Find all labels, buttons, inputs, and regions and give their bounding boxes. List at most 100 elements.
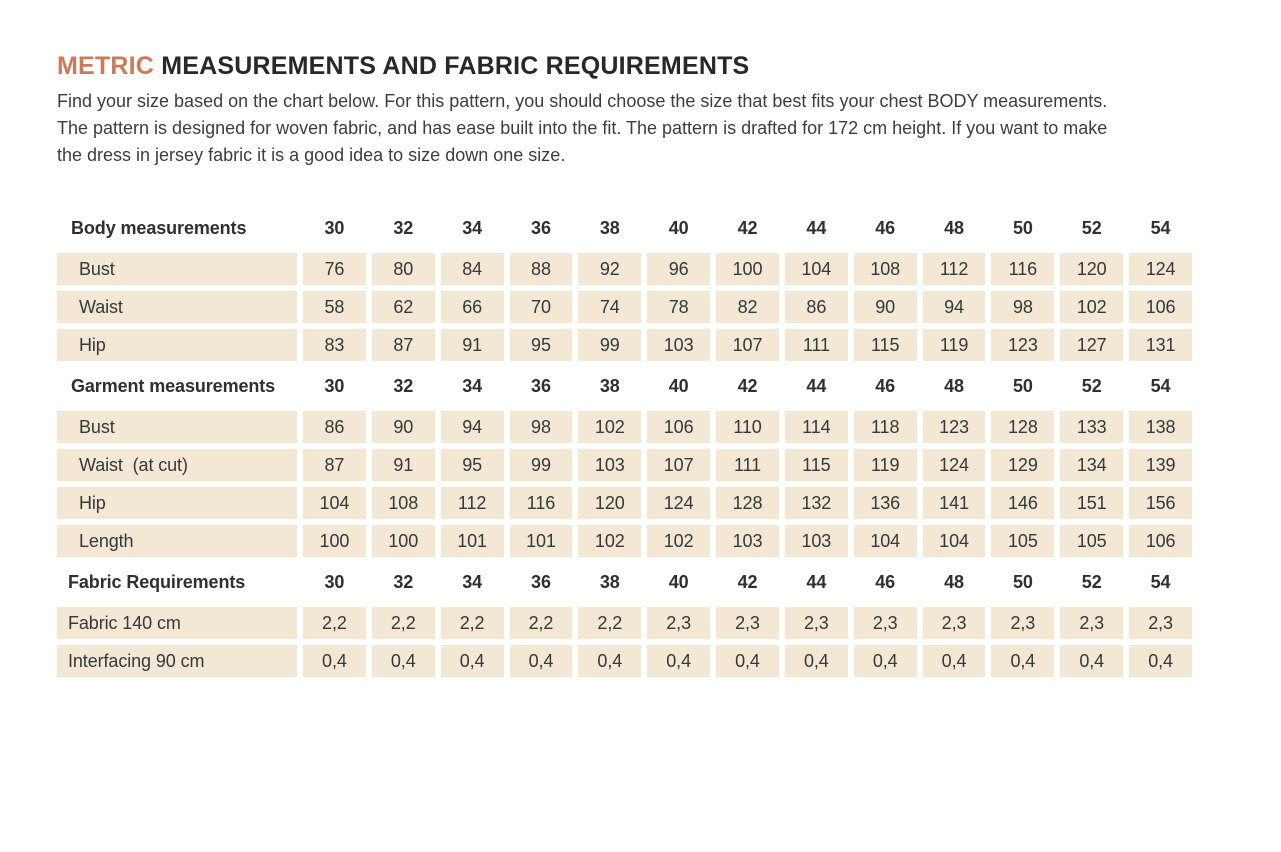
- size-header: 38: [599, 571, 620, 592]
- size-header: 34: [462, 375, 483, 396]
- section-header-row: Body measurements 30 32 34 36 38 40 42 44 46 48 50 5…: [57, 209, 1192, 247]
- size-header: 30: [324, 375, 345, 396]
- value-cell: 80: [371, 253, 435, 285]
- value-cell: 94: [922, 291, 986, 323]
- size-header: 48: [944, 217, 964, 238]
- value-cell: 2,3: [716, 607, 779, 639]
- size-header: 46: [875, 571, 896, 592]
- value-cell: 100: [371, 525, 435, 557]
- table-row: Bust 86 90 94 98 102 106 110 114 118 123 128 133 138: [57, 411, 1192, 443]
- page-title: METRIC MEASUREMENTS AND FABRIC REQUIREME…: [57, 52, 1281, 81]
- value-cell: 146: [991, 487, 1055, 519]
- value-cell: 124: [922, 449, 986, 481]
- value-cell: 106: [1129, 291, 1192, 323]
- value-cell: 98: [991, 291, 1055, 323]
- page-title-rest: MEASUREMENTS AND FABRIC REQUIREMENTS: [161, 52, 750, 80]
- value-cell: 95: [440, 449, 504, 481]
- value-cell: 106: [1129, 525, 1192, 557]
- size-header: 36: [531, 217, 551, 238]
- value-cell: 136: [853, 487, 917, 519]
- value-cell: 0,4: [303, 645, 366, 677]
- value-cell: 92: [578, 253, 642, 285]
- size-header: 32: [393, 217, 414, 238]
- value-cell: 116: [991, 253, 1055, 285]
- value-cell: 2,3: [991, 607, 1055, 639]
- intro-paragraph: Find your size based on the chart below.…: [57, 88, 1281, 169]
- value-cell: 86: [303, 411, 366, 443]
- section-header-label: Body measurements: [71, 217, 247, 238]
- table-row: Bust 76 80 84 88 92 96 100 104 108 112 116 120 124: [57, 253, 1192, 285]
- value-cell: 91: [440, 329, 504, 361]
- row-label: Waist (at cut): [57, 449, 297, 481]
- value-cell: 116: [509, 487, 573, 519]
- value-cell: 0,4: [922, 645, 986, 677]
- value-cell: 87: [303, 449, 366, 481]
- size-header: 46: [875, 375, 896, 396]
- size-header: 30: [324, 571, 345, 592]
- size-header: 42: [737, 217, 758, 238]
- table-row: Length 100 100 101 101 102 102 103 103 104 104 105 1…: [57, 525, 1192, 557]
- size-header: 54: [1150, 571, 1171, 592]
- value-cell: 120: [578, 487, 642, 519]
- value-cell: 94: [440, 411, 504, 443]
- value-cell: 128: [716, 487, 779, 519]
- size-header: 32: [393, 375, 414, 396]
- value-cell: 78: [647, 291, 711, 323]
- value-cell: 141: [922, 487, 986, 519]
- size-header: 46: [875, 217, 896, 238]
- value-cell: 120: [1060, 253, 1124, 285]
- size-header: 40: [668, 571, 689, 592]
- size-header: 40: [668, 217, 689, 238]
- value-cell: 102: [578, 411, 642, 443]
- size-header: 36: [531, 375, 551, 396]
- value-cell: 105: [991, 525, 1055, 557]
- value-cell: 2,2: [440, 607, 504, 639]
- value-cell: 2,3: [853, 607, 917, 639]
- value-cell: 110: [716, 411, 779, 443]
- value-cell: 0,4: [1060, 645, 1124, 677]
- value-cell: 2,2: [509, 607, 573, 639]
- row-label: Interfacing 90 cm: [57, 645, 297, 677]
- value-cell: 99: [578, 329, 642, 361]
- page-title-accent: METRIC: [57, 52, 155, 80]
- size-header: 38: [599, 375, 620, 396]
- size-header: 44: [806, 217, 827, 238]
- value-cell: 115: [784, 449, 848, 481]
- size-header: 38: [599, 217, 620, 238]
- value-cell: 0,4: [509, 645, 573, 677]
- value-cell: 151: [1060, 487, 1124, 519]
- row-label: Bust: [57, 253, 297, 285]
- value-cell: 100: [303, 525, 366, 557]
- table-row: Fabric 140 cm 2,2 2,2 2,2 2,2 2,2 2,3 2,3 2,3 2,3…: [57, 607, 1192, 639]
- value-cell: 107: [716, 329, 779, 361]
- value-cell: 82: [716, 291, 779, 323]
- value-cell: 115: [853, 329, 917, 361]
- section-header-label: Garment measurements: [71, 375, 276, 396]
- row-label: Length: [57, 525, 297, 557]
- value-cell: 0,4: [853, 645, 917, 677]
- value-cell: 100: [716, 253, 779, 285]
- row-label: Hip: [57, 329, 297, 361]
- value-cell: 101: [509, 525, 573, 557]
- size-header: 54: [1150, 375, 1171, 396]
- value-cell: 119: [853, 449, 917, 481]
- size-header: 50: [1012, 217, 1033, 238]
- value-cell: 108: [853, 253, 917, 285]
- value-cell: 104: [303, 487, 366, 519]
- value-cell: 112: [922, 253, 986, 285]
- size-header: 32: [393, 571, 414, 592]
- value-cell: 103: [647, 329, 711, 361]
- value-cell: 103: [578, 449, 642, 481]
- value-cell: 2,3: [1129, 607, 1192, 639]
- table-row: Hip 104 108 112 116 120 124 128 132 136 141 146 151 1…: [57, 487, 1192, 519]
- size-header: 54: [1150, 217, 1171, 238]
- row-label: Hip: [57, 487, 297, 519]
- value-cell: 134: [1060, 449, 1124, 481]
- value-cell: 119: [922, 329, 986, 361]
- value-cell: 76: [303, 253, 366, 285]
- value-cell: 74: [578, 291, 642, 323]
- value-cell: 2,2: [303, 607, 366, 639]
- value-cell: 118: [853, 411, 917, 443]
- value-cell: 0,4: [371, 645, 435, 677]
- row-label: Bust: [57, 411, 297, 443]
